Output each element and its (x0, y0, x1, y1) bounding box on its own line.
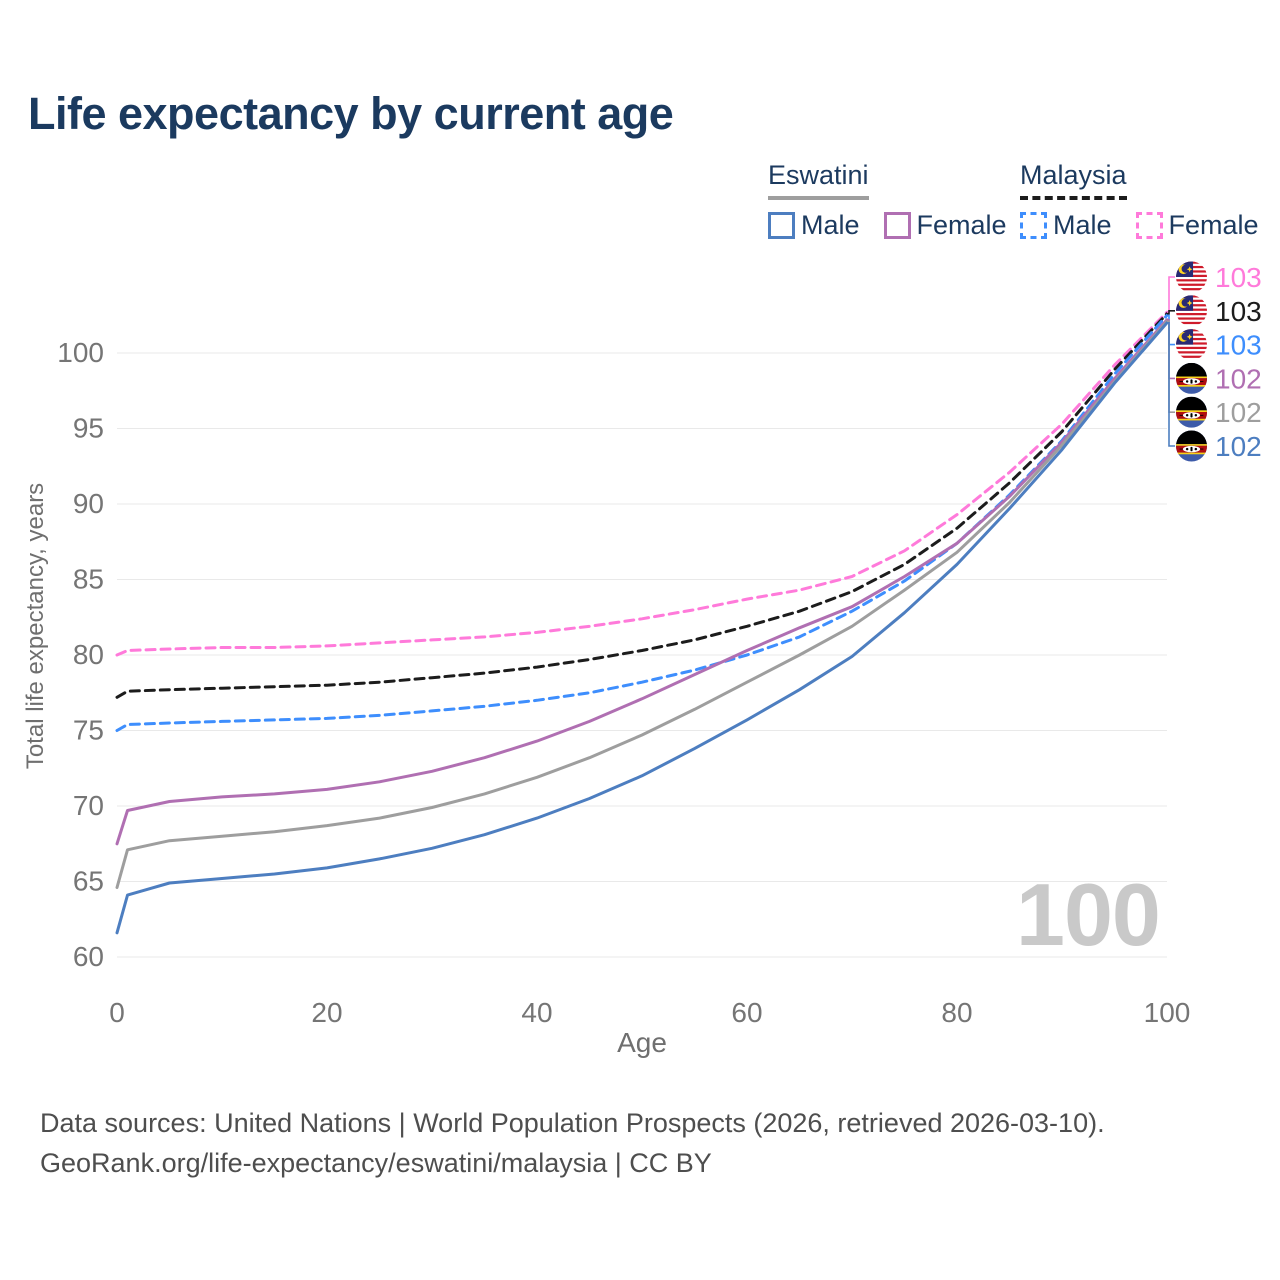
legend-item-label: Male (1053, 210, 1112, 240)
legend-item-malaysia-male[interactable]: Male (1020, 210, 1112, 241)
legend-items-malaysia: Male Female (1020, 210, 1259, 241)
age-watermark: 100 (1016, 865, 1161, 964)
leader-line (1167, 276, 1175, 313)
series-line-malaysia-female[interactable] (115, 310, 1169, 657)
legend-item-eswatini-female[interactable]: Female (883, 210, 1007, 241)
eswatini-flag-icon (1176, 431, 1207, 462)
leader-line (1167, 310, 1175, 315)
series-line-malaysia-male[interactable] (115, 313, 1169, 732)
legend-swatch-malaysia-male (1020, 212, 1047, 239)
series-line-eswatini-male[interactable] (115, 321, 1169, 935)
legend-swatch-eswatini-male (768, 212, 795, 239)
x-tick-label: 0 (109, 997, 125, 1028)
eswatini-flag-icon (1176, 363, 1207, 394)
end-value-label: 102 (1215, 397, 1262, 428)
legend-swatch-malaysia-female (1135, 212, 1163, 239)
y-tick-label: 80 (73, 639, 104, 670)
data-sources-text: Data sources: United Nations | World Pop… (40, 1108, 1105, 1138)
malaysia-flag-icon (1176, 295, 1207, 326)
x-tick-label: 20 (311, 997, 342, 1028)
end-value-label: 103 (1215, 262, 1262, 293)
end-value-label: 103 (1215, 330, 1262, 361)
end-value-label: 103 (1215, 296, 1262, 327)
y-tick-label: 70 (73, 790, 104, 821)
legend-item-malaysia-female[interactable]: Female (1135, 210, 1259, 241)
end-value-label: 102 (1215, 431, 1262, 462)
legend-group-title-malaysia: Malaysia (1020, 160, 1127, 200)
leader-line (1167, 322, 1175, 447)
y-tick-label: 60 (73, 941, 104, 972)
series-line-eswatini-female[interactable] (115, 318, 1169, 846)
legend-items-eswatini: Male Female (768, 210, 1007, 241)
malaysia-flag-icon (1176, 329, 1207, 360)
legend-group-eswatini: Eswatini Male Female (768, 160, 1007, 241)
legend-group-title-eswatini: Eswatini (768, 160, 869, 200)
y-tick-label: 85 (73, 564, 104, 595)
series-line-eswatini-both-sexes[interactable] (115, 319, 1169, 889)
legend-group-malaysia: Malaysia Male Female (1020, 160, 1259, 241)
y-axis-title: Total life expectancy, years (22, 483, 49, 769)
page-title: Life expectancy by current age (28, 88, 674, 139)
series-line-malaysia-both-sexes[interactable] (115, 312, 1169, 699)
malaysia-flag-icon (1176, 262, 1207, 293)
attribution-link-text: GeoRank.org/life-expectancy/eswatini/mal… (40, 1148, 712, 1178)
y-tick-label: 90 (73, 488, 104, 519)
legend-swatch-eswatini-female (883, 212, 911, 239)
x-tick-label: 40 (521, 997, 552, 1028)
legend-item-label: Female (916, 210, 1007, 240)
legend-item-label: Female (1168, 210, 1259, 240)
y-tick-label: 95 (73, 413, 104, 444)
legend-item-label: Male (801, 210, 860, 240)
x-axis-title: Age (617, 1027, 667, 1058)
y-tick-label: 75 (73, 715, 104, 746)
x-tick-label: 80 (941, 997, 972, 1028)
x-tick-label: 60 (731, 997, 762, 1028)
eswatini-flag-icon (1176, 397, 1207, 428)
x-tick-label: 100 (1144, 997, 1191, 1028)
legend-item-eswatini-male[interactable]: Male (768, 210, 860, 241)
end-value-label: 102 (1215, 363, 1262, 394)
y-tick-label: 100 (57, 337, 104, 368)
y-tick-label: 65 (73, 866, 104, 897)
chart-legend: Eswatini Male Female Malaysia Male (0, 160, 1280, 250)
